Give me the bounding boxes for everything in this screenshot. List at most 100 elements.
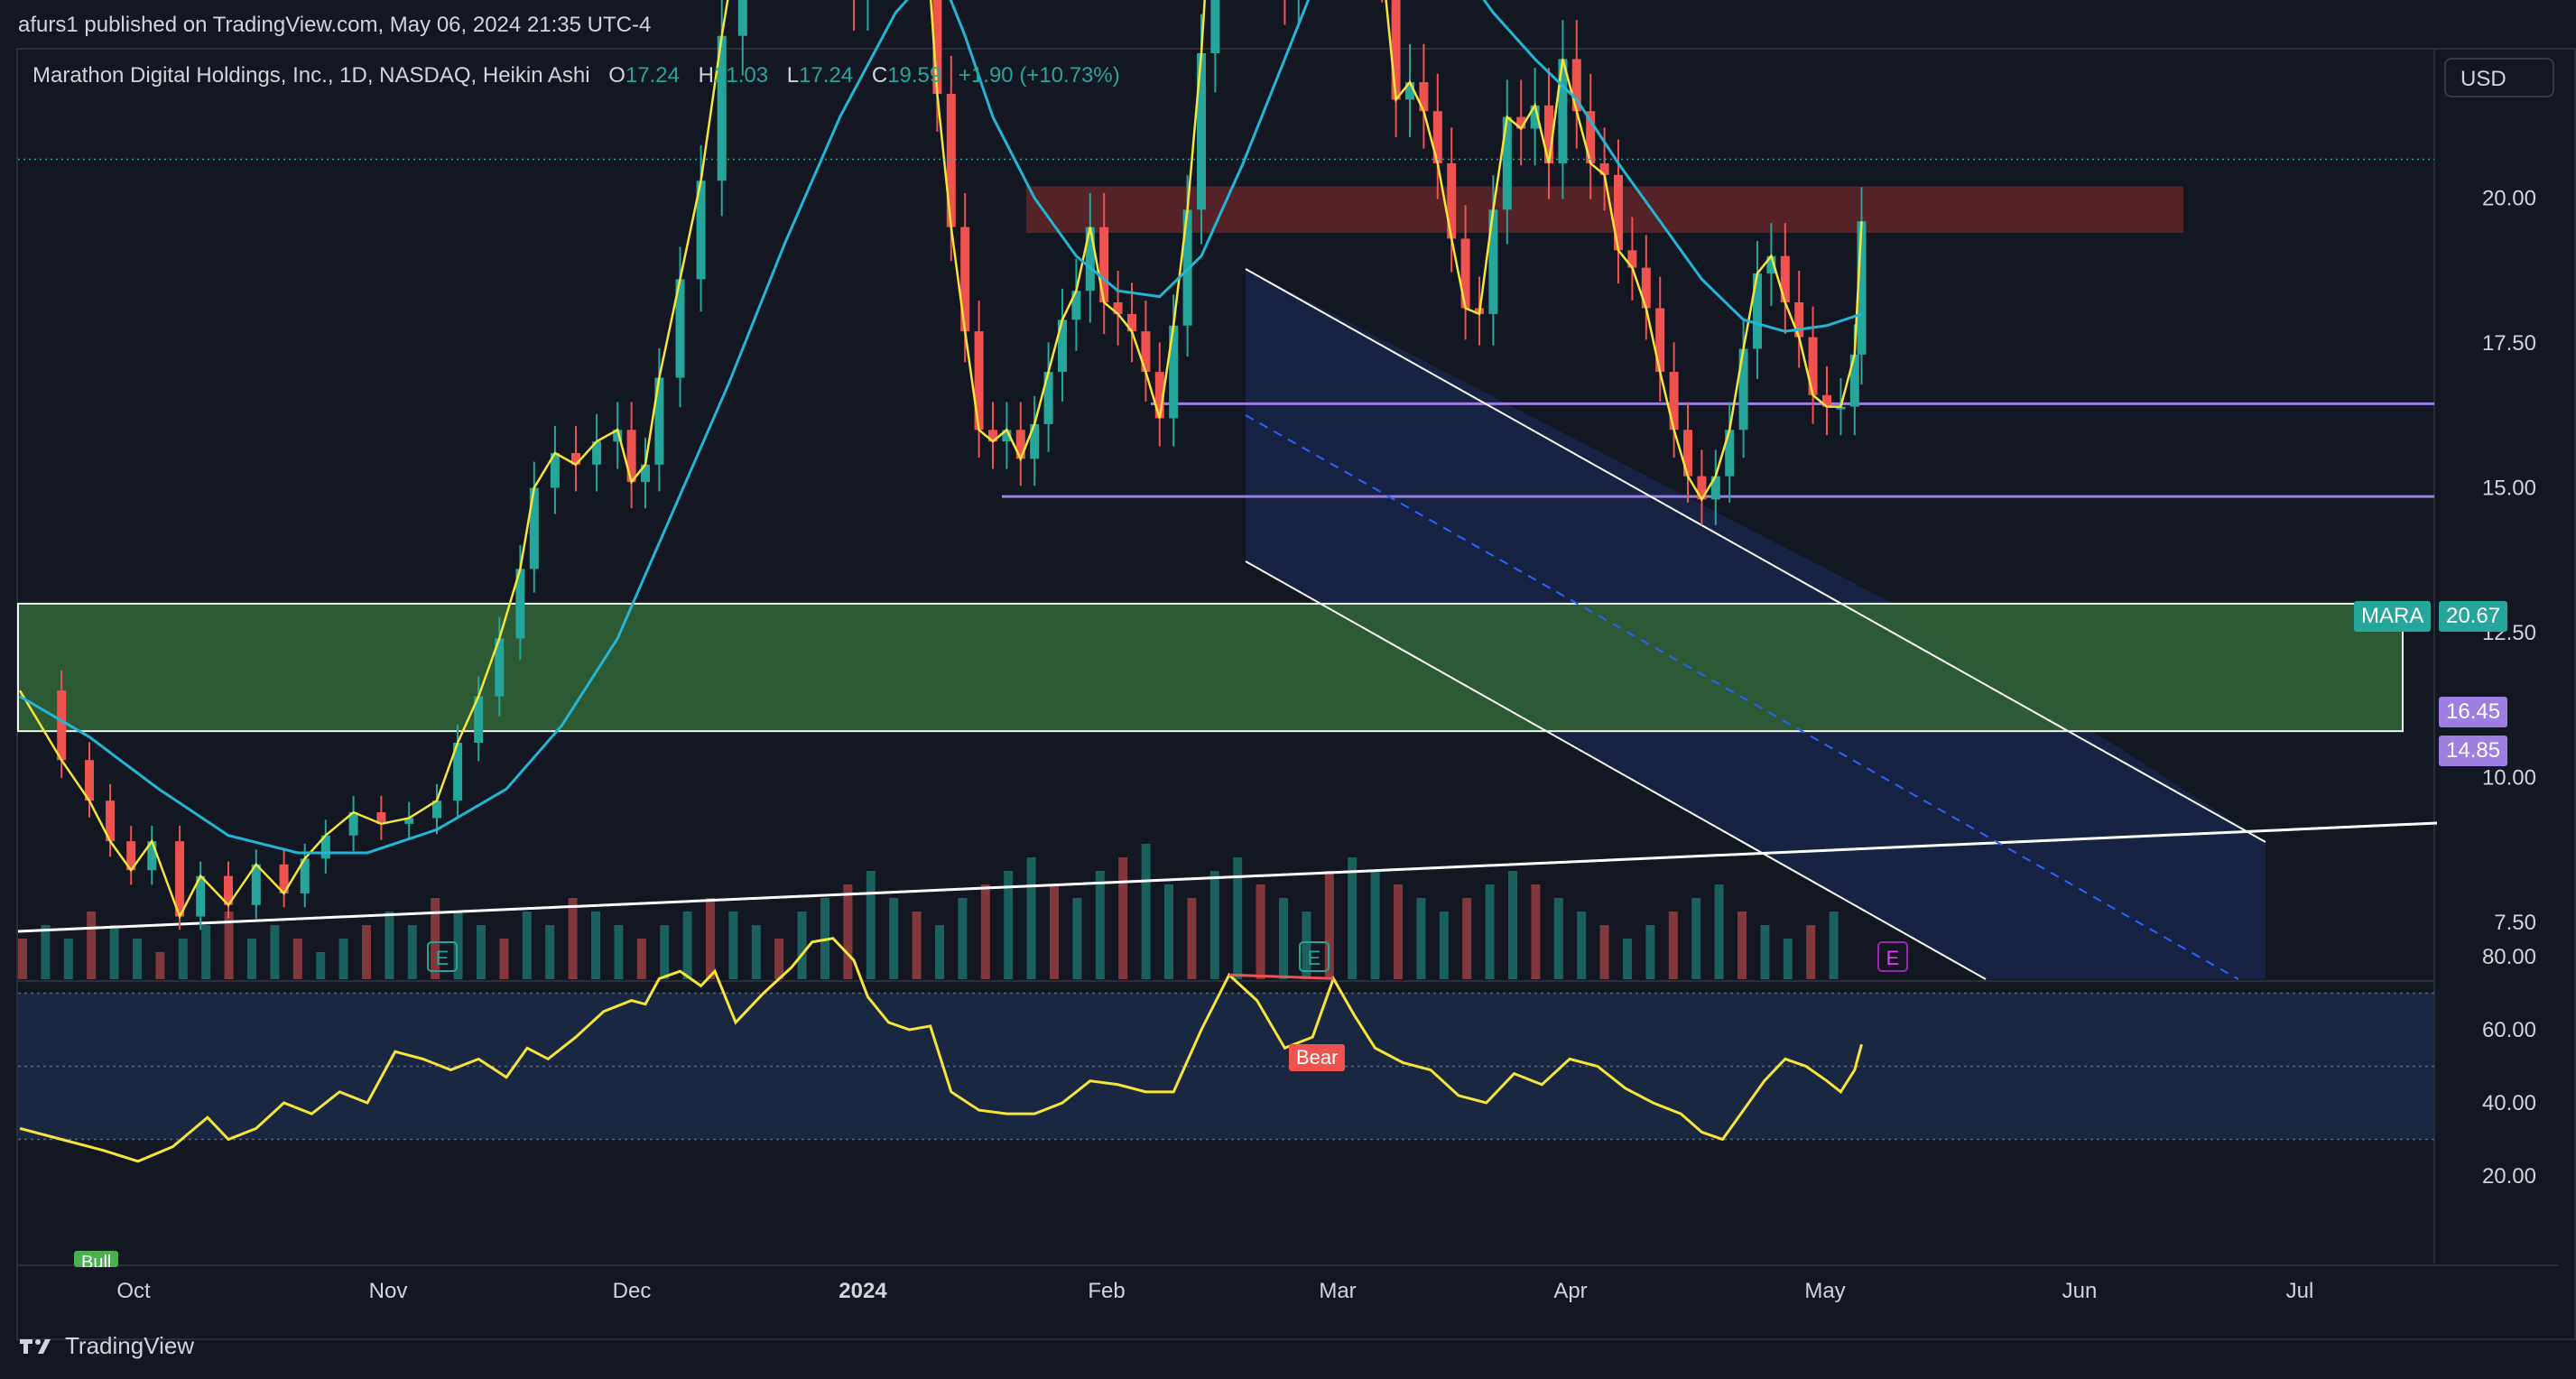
time-tick-label: Oct bbox=[116, 1279, 151, 1303]
volume-bar bbox=[316, 952, 326, 979]
candle-body bbox=[737, 0, 747, 36]
volume-bar bbox=[499, 939, 509, 979]
volume-bar bbox=[728, 912, 738, 979]
currency-selector[interactable]: USD bbox=[2444, 58, 2554, 97]
candle-body bbox=[1766, 255, 1776, 273]
candle-body bbox=[1627, 250, 1637, 268]
candle-body bbox=[1849, 354, 1859, 407]
volume-bar bbox=[407, 925, 417, 979]
volume-bar bbox=[1599, 925, 1609, 979]
volume-bar bbox=[1370, 871, 1380, 979]
volume-bar bbox=[1209, 871, 1219, 979]
volume-bar bbox=[453, 912, 463, 979]
level-14-85-label: 14.85 bbox=[2439, 736, 2508, 766]
volume-bar bbox=[1829, 912, 1839, 979]
volume-bar bbox=[1256, 884, 1265, 979]
close-value: 19.59 bbox=[887, 63, 942, 88]
earnings-marker-text: E bbox=[1308, 947, 1321, 969]
volume-bar bbox=[1714, 884, 1724, 979]
candle-body bbox=[320, 835, 330, 859]
rsi-bull-divergence-label: Bull bbox=[74, 1251, 119, 1267]
candle-body bbox=[1197, 53, 1206, 210]
candle-body bbox=[1099, 227, 1109, 303]
price-tick-label: 20.00 bbox=[2482, 187, 2536, 211]
candle-body bbox=[974, 331, 984, 430]
published-by-header: afurs1 published on TradingView.com, May… bbox=[18, 13, 652, 37]
candle-body bbox=[85, 760, 94, 801]
volume-bar bbox=[201, 925, 211, 979]
close-label: C bbox=[871, 63, 888, 88]
time-tick-label: Feb bbox=[1088, 1279, 1125, 1303]
candle-body bbox=[1780, 255, 1790, 303]
ticker-label: MARA bbox=[2361, 604, 2424, 628]
candle-body bbox=[988, 430, 997, 442]
tradingview-footer[interactable]: TradingView bbox=[18, 1332, 194, 1360]
candle-body bbox=[348, 812, 358, 836]
close-line bbox=[18, 0, 1863, 920]
volume-bar bbox=[706, 898, 715, 979]
symbol-legend: Marathon Digital Holdings, Inc., 1D, NAS… bbox=[32, 63, 1120, 88]
volume-bar bbox=[87, 912, 97, 979]
volume-bar bbox=[1050, 884, 1059, 979]
candle-body bbox=[495, 638, 505, 697]
low-label: L bbox=[786, 63, 800, 88]
volume-bar bbox=[1623, 939, 1632, 979]
candle-body bbox=[932, 0, 942, 94]
candle-body bbox=[1725, 430, 1735, 477]
volume-bar bbox=[958, 898, 968, 979]
symbol-name[interactable]: Marathon Digital Holdings, Inc., 1D, NAS… bbox=[32, 63, 590, 88]
volume-bar bbox=[1691, 898, 1701, 979]
volume-bar bbox=[1577, 912, 1587, 979]
volume-bar bbox=[155, 952, 165, 979]
open-label: O bbox=[608, 63, 625, 88]
candle-body bbox=[675, 279, 685, 378]
volume-bar bbox=[660, 925, 670, 979]
volume-bar bbox=[1004, 871, 1014, 979]
rsi-tick-label: 40.00 bbox=[2482, 1091, 2536, 1115]
high-value: 21.03 bbox=[714, 63, 769, 88]
candle-body bbox=[1794, 302, 1804, 338]
volume-bar bbox=[109, 925, 119, 979]
channel-mid-line bbox=[1245, 414, 2239, 980]
candle-body bbox=[1857, 221, 1867, 355]
volume-bar bbox=[1095, 871, 1105, 979]
rsi-line bbox=[19, 937, 1863, 1163]
candle-body bbox=[626, 430, 636, 483]
volume-bar bbox=[1416, 898, 1426, 979]
volume-bar bbox=[1141, 844, 1151, 979]
candle-body bbox=[1127, 313, 1136, 332]
candle-body bbox=[1599, 162, 1609, 175]
rsi-bear-divergence-label: Bear bbox=[1289, 1044, 1346, 1071]
last-price-label: 20.67 bbox=[2439, 601, 2508, 632]
volume-bar bbox=[1553, 898, 1563, 979]
volume-bar bbox=[1783, 939, 1793, 979]
candle-body bbox=[1419, 82, 1429, 112]
candle-body bbox=[1502, 116, 1512, 210]
candle-body bbox=[57, 690, 67, 761]
candle-body bbox=[1655, 308, 1665, 373]
volume-bar bbox=[1737, 912, 1747, 979]
volume-bar bbox=[682, 912, 692, 979]
volume-bar bbox=[431, 898, 440, 979]
candle-body bbox=[126, 841, 136, 871]
rsi-divergence-line bbox=[1228, 973, 1334, 980]
ticker-price-label: MARA bbox=[2354, 601, 2432, 632]
candle-body bbox=[1002, 430, 1012, 442]
candle-body bbox=[1710, 476, 1720, 500]
volume-bar bbox=[477, 925, 486, 979]
candle-body bbox=[474, 696, 484, 743]
candle-body bbox=[1697, 476, 1707, 500]
volume-bar bbox=[292, 939, 302, 979]
volume-bar bbox=[591, 912, 600, 979]
volume-bar bbox=[1394, 884, 1403, 979]
volume-bar bbox=[362, 925, 371, 979]
candle-body bbox=[224, 875, 233, 905]
candle-body bbox=[1586, 111, 1596, 163]
volume-bar bbox=[18, 939, 27, 979]
volume-bar bbox=[980, 884, 990, 979]
candle-body bbox=[196, 875, 206, 917]
candle-body bbox=[1043, 372, 1053, 424]
candle-body bbox=[404, 818, 414, 824]
volume-bar bbox=[1118, 857, 1128, 979]
